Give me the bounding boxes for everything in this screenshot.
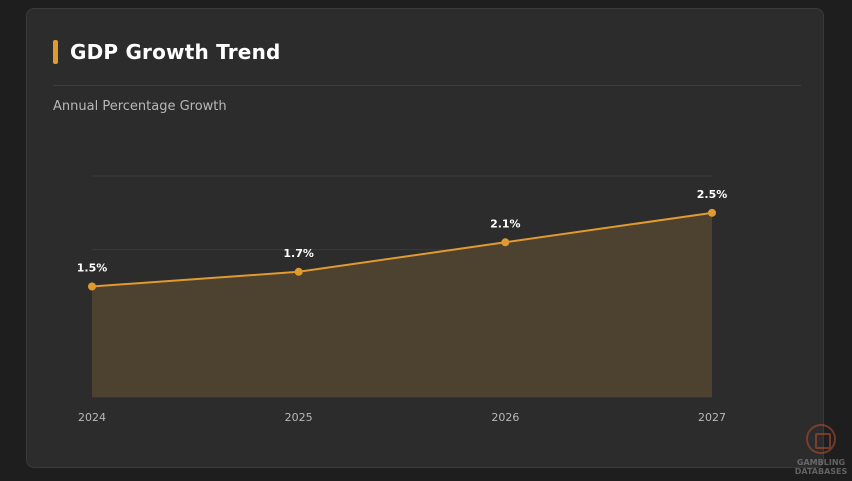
data-label: 2.5% xyxy=(697,188,728,201)
series-line xyxy=(91,211,713,288)
x-tick-label: 2027 xyxy=(698,411,726,424)
x-tick-label: 2025 xyxy=(285,411,313,424)
header-divider xyxy=(53,85,801,86)
data-label: 1.7% xyxy=(283,247,314,260)
data-label: 1.5% xyxy=(77,262,108,275)
title-accent-bar xyxy=(53,40,58,64)
chart-subtitle: Annual Percentage Growth xyxy=(53,99,227,114)
data-point xyxy=(88,282,96,291)
data-point xyxy=(501,238,510,247)
watermark-logo: GAMBLING DATABASES xyxy=(792,422,850,480)
watermark-line-2: DATABASES xyxy=(794,467,848,476)
card-header: GDP Growth Trend xyxy=(53,40,281,64)
series-area-fill xyxy=(92,212,712,397)
data-point xyxy=(708,208,716,217)
chart-title: GDP Growth Trend xyxy=(70,40,281,64)
roulette-icon xyxy=(806,424,836,454)
data-label: 2.1% xyxy=(490,217,521,230)
watermark-line-1: GAMBLING xyxy=(796,458,846,467)
x-tick-label: 2024 xyxy=(78,411,106,424)
x-tick-label: 2026 xyxy=(491,411,519,424)
data-point xyxy=(294,267,303,276)
